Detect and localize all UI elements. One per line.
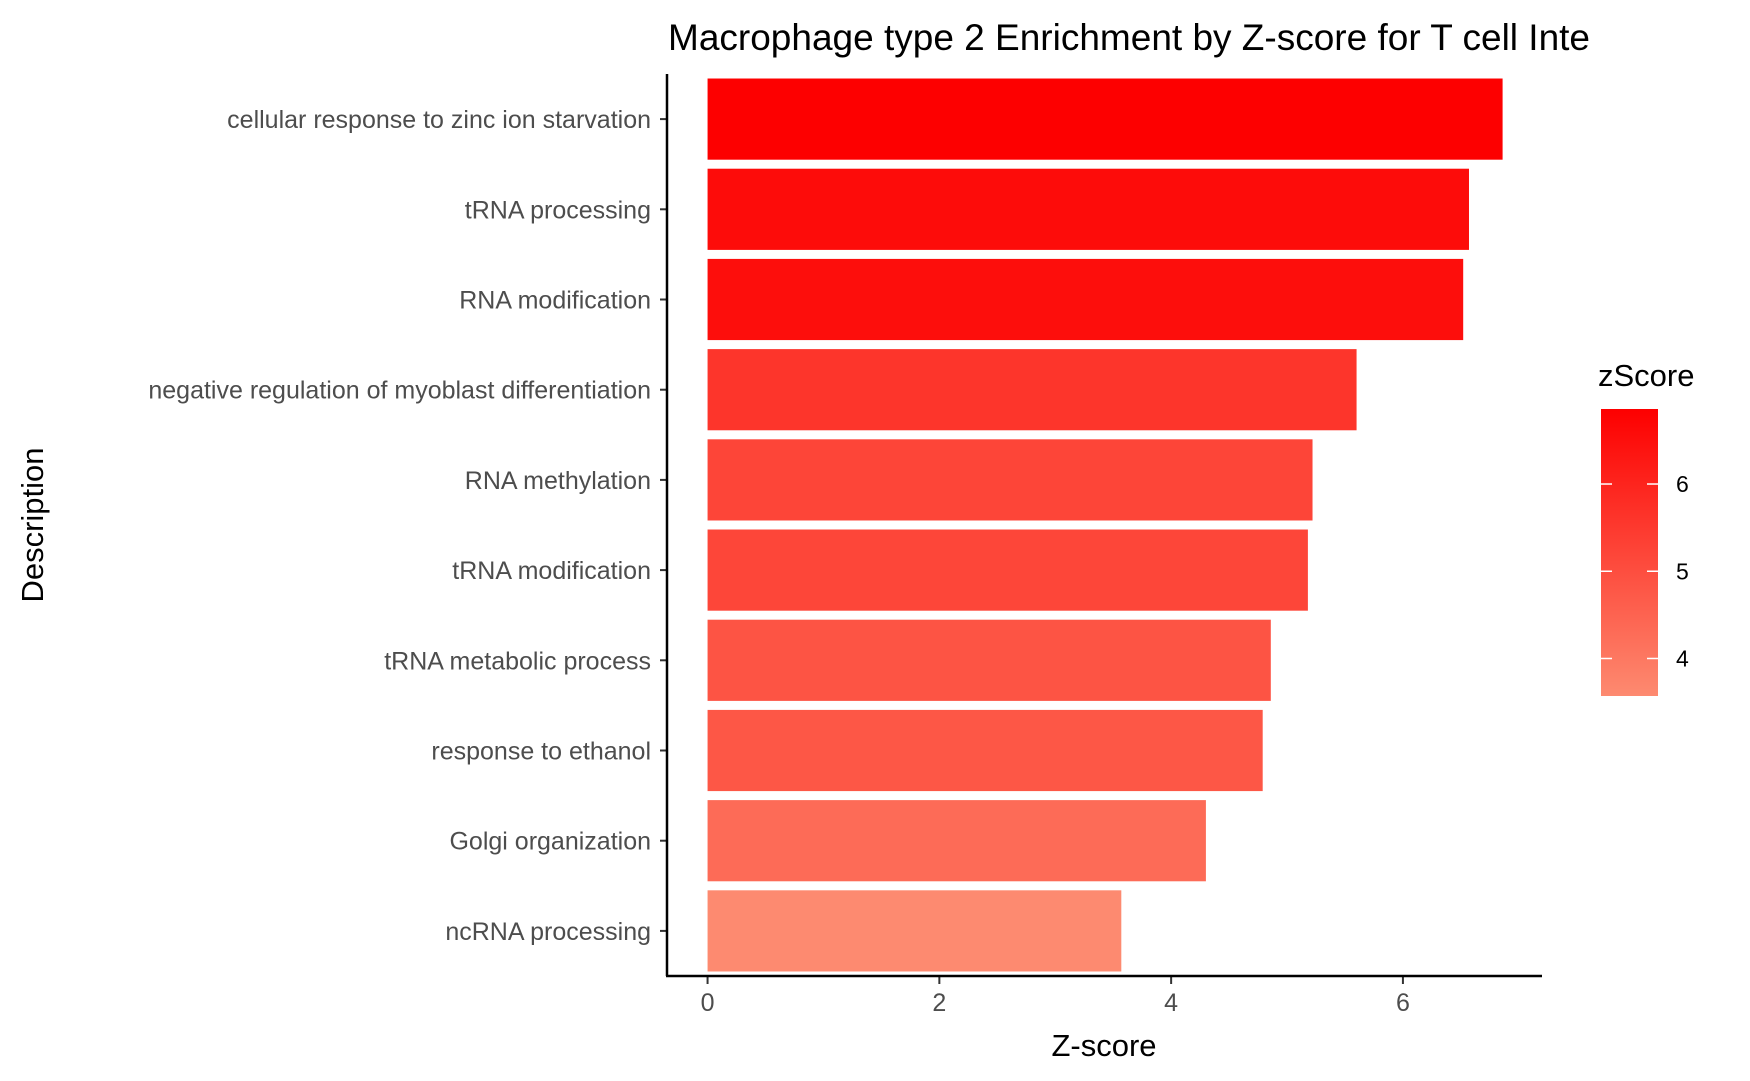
bar <box>707 709 1263 792</box>
colorbar-ticks: 4 5 6 <box>1601 471 1689 671</box>
colorbar-legend: zScore 4 5 6 <box>1598 358 1694 696</box>
y-axis-ticks: cellular response to zinc ion starvation… <box>148 106 667 946</box>
bar <box>707 529 1308 611</box>
x-axis-title: Z-score <box>1051 1028 1156 1063</box>
x-axis-ticks: 0 2 4 6 <box>701 976 1410 1017</box>
y-tick-label: RNA methylation <box>465 467 651 495</box>
bar <box>707 168 1469 250</box>
y-tick-label: ncRNA processing <box>445 918 651 946</box>
y-axis-title: Description <box>15 447 50 602</box>
legend-title: zScore <box>1598 358 1694 393</box>
y-tick-label: tRNA processing <box>465 196 651 224</box>
chart-title: Macrophage type 2 Enrichment by Z-score … <box>668 17 1590 58</box>
y-tick-label: negative regulation of myoblast differen… <box>148 377 651 405</box>
y-tick-label: tRNA modification <box>452 557 651 585</box>
y-tick-label: tRNA metabolic process <box>384 647 651 675</box>
y-tick-label: Golgi organization <box>449 828 651 856</box>
bars-group <box>707 78 1503 972</box>
bar <box>707 800 1206 882</box>
x-tick-label: 6 <box>1396 989 1410 1017</box>
x-tick-label: 0 <box>701 989 715 1017</box>
bar <box>707 890 1122 972</box>
x-tick-label: 2 <box>932 989 946 1017</box>
bar <box>707 258 1464 341</box>
colorbar-tick-label: 4 <box>1676 645 1689 671</box>
colorbar-tick-label: 5 <box>1676 558 1689 584</box>
bar <box>707 349 1357 431</box>
y-tick-label: cellular response to zinc ion starvation <box>227 106 651 134</box>
bar <box>707 78 1503 160</box>
x-tick-label: 4 <box>1164 989 1178 1017</box>
y-tick-label: response to ethanol <box>431 738 651 766</box>
y-tick-label: RNA modification <box>459 287 651 315</box>
bar <box>707 439 1313 521</box>
colorbar-tick-label: 6 <box>1676 471 1689 497</box>
bar <box>707 619 1271 701</box>
colorbar <box>1601 409 1658 696</box>
